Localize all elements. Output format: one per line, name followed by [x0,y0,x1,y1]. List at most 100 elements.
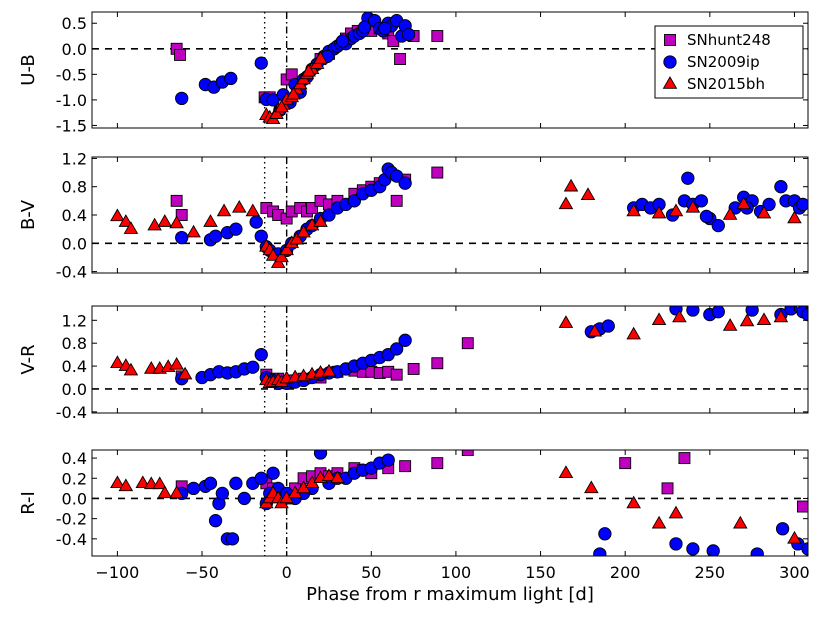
point-sn2015bh [321,468,337,481]
data-points [110,450,808,556]
point-sn2009ip [237,491,251,506]
panel-frame [91,449,809,557]
point-sn2009ip [593,547,607,556]
point-sn2015bh [177,366,193,380]
point-snhunt248 [174,48,186,61]
point-snhunt248 [678,452,691,465]
legend-marker-sn2009ip [663,55,677,69]
point-sn2015bh [135,475,151,489]
panel-frame [91,305,809,414]
point-sn2015bh [118,214,134,227]
y-tick-label: -0.2 [56,510,87,529]
y-tick-label: -0.5 [56,65,87,84]
point-snhunt248 [394,53,407,65]
point-sn2015bh [787,210,802,224]
y-tick-label: 0.8 [62,334,87,353]
point-sn2015bh [157,214,173,227]
point-snhunt248 [461,337,474,350]
point-sn2009ip [229,476,243,490]
point-sn2015bh [668,505,684,519]
point-sn2015bh [626,495,641,509]
y-tick-label: 0.0 [62,489,87,508]
point-sn2015bh [787,530,802,544]
point-sn2009ip [694,194,709,208]
point-sn2009ip [215,486,229,501]
point-sn2015bh [265,248,281,261]
point-sn2009ip [390,342,404,356]
y-tick-label: -0.4 [56,403,87,422]
point-sn2015bh [231,200,247,213]
point-sn2015bh [313,214,328,227]
panel-b-v: 1.2 0.8 0.4 0.0 -0.4 B-V [18,149,809,282]
point-sn2015bh [651,205,667,219]
point-sn2015bh [169,215,184,229]
point-sn2015bh [216,203,232,217]
point-snhunt248 [661,482,674,495]
legend-marker-snhunt248 [664,34,676,46]
point-sn2015bh [739,313,755,327]
y-tick-label: -1.0 [56,91,87,110]
point-sn2015bh [756,312,772,326]
point-snhunt248 [431,357,444,370]
x-tick-label: 0 [282,563,292,582]
point-sn2015bh [651,312,667,326]
point-sn2009ip [249,215,263,229]
point-sn2009ip [784,306,798,316]
legend: SNhunt248 SN2009ip SN2015bh [654,25,804,99]
point-sn2015bh [330,470,345,484]
y-tick-label: 0.0 [62,234,87,253]
legend-label: SNhunt248 [687,31,771,49]
point-sn2015bh [296,224,311,238]
point-sn2015bh [123,221,139,234]
point-sn2015bh [169,485,184,499]
panel-u-b: 0.5 0.0 -0.5 -1.0 -1.5 U-B [18,11,809,135]
point-snhunt248 [431,166,444,179]
point-snhunt248 [431,457,444,470]
point-sn2015bh [110,355,125,368]
point-sn2015bh [203,214,218,227]
legend-box [654,25,804,99]
point-sn2009ip [775,522,790,536]
data-points [110,162,808,268]
y-tick-label: 1.2 [62,311,87,330]
point-sn2009ip [208,514,223,528]
point-sn2009ip [229,222,243,236]
x-tick-label: −100 [95,563,139,582]
point-sn2009ip [378,21,392,36]
point-sn2009ip [175,230,189,245]
point-sn2009ip [398,176,412,190]
y-axis-label: R-I [18,491,39,515]
point-sn2009ip [175,91,189,106]
point-sn2009ip [390,169,404,183]
point-sn2015bh [147,217,162,231]
x-tick-label: 100 [441,563,472,582]
point-sn2009ip [711,218,725,233]
y-tick-label: 0.4 [62,206,87,225]
point-snhunt248 [619,457,632,470]
point-sn2009ip [357,20,372,34]
y-tick-label: 0.4 [62,357,87,376]
point-sn2015bh [313,51,328,64]
point-sn2015bh [245,203,261,217]
panel-r-i: 0.40.20.0 -0.2-0.4 R-I [18,449,809,557]
x-tick-label: 50 [361,563,381,582]
data-points [110,306,808,390]
point-sn2009ip [669,537,683,551]
x-tick-label: 300 [779,563,810,582]
y-axis-label: B-V [18,199,39,230]
point-sn2009ip [225,532,240,546]
point-sn2009ip [254,229,268,243]
point-sn2009ip [224,71,238,86]
point-snhunt248 [170,194,183,207]
point-snhunt248 [461,450,474,456]
point-sn2015bh [269,106,284,119]
point-sn2009ip [335,34,350,48]
point-sn2009ip [686,542,700,556]
point-sn2015bh [672,309,687,323]
point-sn2009ip [322,208,336,222]
x-tick-label: 200 [610,563,641,582]
point-sn2015bh [558,196,574,210]
point-sn2015bh [123,362,139,376]
point-sn2009ip [601,319,615,333]
